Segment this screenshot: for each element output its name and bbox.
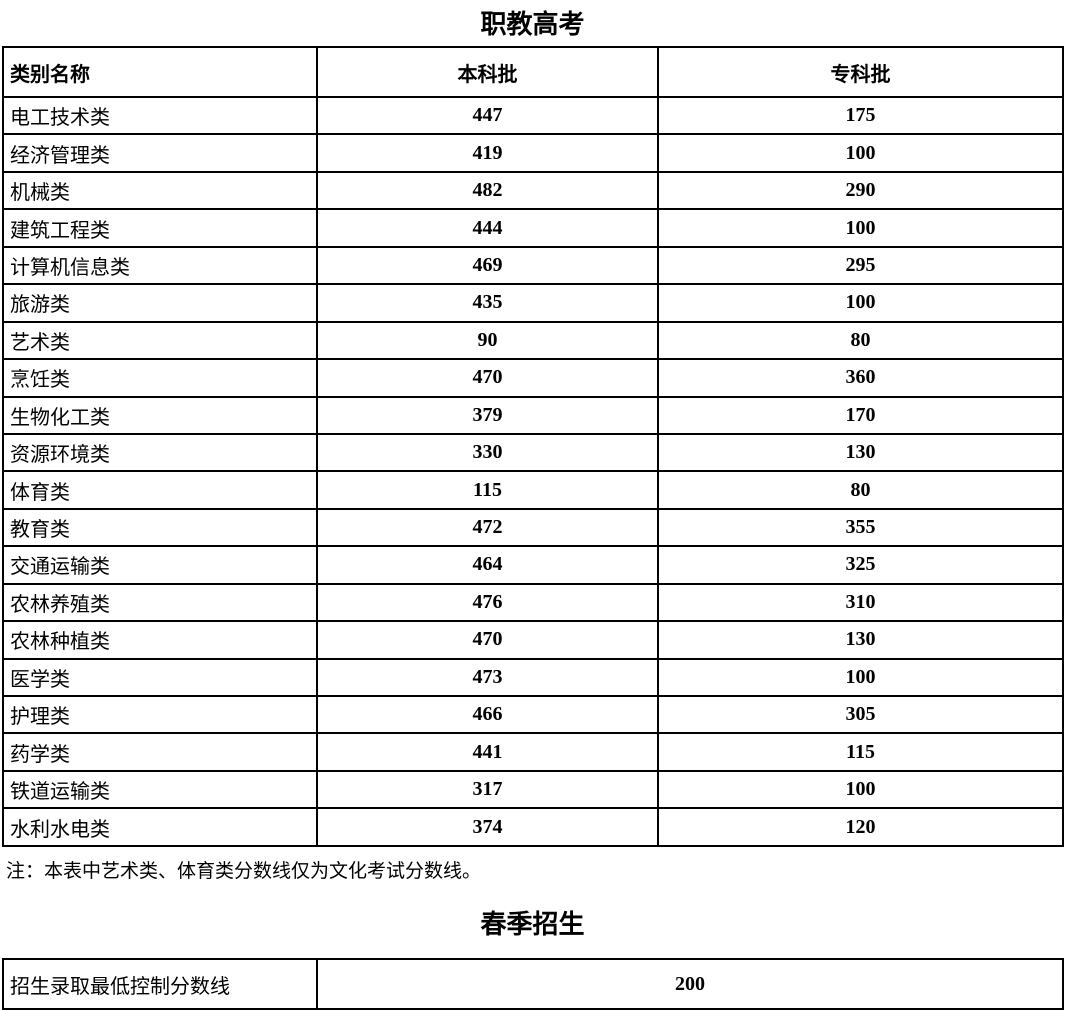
undergraduate-score-cell: 435 xyxy=(316,283,659,323)
table-row: 资源环境类 330 130 xyxy=(2,432,1064,473)
table-note: 注：本表中艺术类、体育类分数线仅为文化考试分数线。 xyxy=(6,861,482,882)
category-cell: 农林养殖类 xyxy=(2,582,318,623)
junior-college-score-cell: 305 xyxy=(657,694,1064,735)
category-cell: 铁道运输类 xyxy=(2,769,318,810)
junior-college-score-cell: 115 xyxy=(657,732,1064,772)
undergraduate-score-cell: 470 xyxy=(316,358,659,398)
undergraduate-score-cell: 374 xyxy=(316,807,659,847)
category-cell: 教育类 xyxy=(2,507,318,548)
junior-college-score-cell: 100 xyxy=(657,657,1064,698)
table-row: 招生录取最低控制分数线 200 xyxy=(2,958,1064,1010)
junior-college-score-cell: 310 xyxy=(657,582,1064,623)
category-cell: 机械类 xyxy=(2,170,318,211)
undergraduate-score-cell: 330 xyxy=(316,432,659,473)
table-row: 计算机信息类 469 295 xyxy=(2,245,1064,286)
undergraduate-score-cell: 419 xyxy=(316,133,659,173)
table-row: 烹饪类 470 360 xyxy=(2,358,1064,398)
undergraduate-score-cell: 476 xyxy=(316,582,659,623)
junior-college-score-cell: 360 xyxy=(657,358,1064,398)
category-cell: 旅游类 xyxy=(2,283,318,323)
category-cell: 计算机信息类 xyxy=(2,245,318,286)
category-cell: 农林种植类 xyxy=(2,620,318,660)
spring-value: 200 xyxy=(316,958,1064,1010)
junior-college-score-cell: 80 xyxy=(657,470,1064,510)
undergraduate-score-cell: 466 xyxy=(316,694,659,735)
category-cell: 医学类 xyxy=(2,657,318,698)
header-category: 类别名称 xyxy=(2,46,318,98)
undergraduate-score-cell: 441 xyxy=(316,732,659,772)
undergraduate-score-cell: 90 xyxy=(316,320,659,361)
spring-label: 招生录取最低控制分数线 xyxy=(2,958,318,1010)
table-row: 护理类 466 305 xyxy=(2,694,1064,735)
category-cell: 生物化工类 xyxy=(2,395,318,435)
junior-college-score-cell: 290 xyxy=(657,170,1064,211)
junior-college-score-cell: 120 xyxy=(657,807,1064,847)
junior-college-score-cell: 175 xyxy=(657,95,1064,136)
table-header-row: 类别名称 本科批 专科批 xyxy=(2,46,1064,98)
table-row: 水利水电类 374 120 xyxy=(2,807,1064,847)
category-cell: 资源环境类 xyxy=(2,432,318,473)
junior-college-score-cell: 100 xyxy=(657,208,1064,248)
table-row: 机械类 482 290 xyxy=(2,170,1064,211)
undergraduate-score-cell: 482 xyxy=(316,170,659,211)
junior-college-score-cell: 130 xyxy=(657,620,1064,660)
table-row: 建筑工程类 444 100 xyxy=(2,208,1064,248)
category-cell: 经济管理类 xyxy=(2,133,318,173)
junior-college-score-cell: 355 xyxy=(657,507,1064,548)
junior-college-score-cell: 130 xyxy=(657,432,1064,473)
undergraduate-score-cell: 472 xyxy=(316,507,659,548)
table-row: 教育类 472 355 xyxy=(2,507,1064,548)
table-row: 药学类 441 115 xyxy=(2,732,1064,772)
undergraduate-score-cell: 379 xyxy=(316,395,659,435)
category-cell: 建筑工程类 xyxy=(2,208,318,248)
undergraduate-score-cell: 464 xyxy=(316,545,659,585)
header-undergraduate: 本科批 xyxy=(316,46,659,98)
category-cell: 护理类 xyxy=(2,694,318,735)
table-row: 艺术类 90 80 xyxy=(2,320,1064,361)
undergraduate-score-cell: 444 xyxy=(316,208,659,248)
category-cell: 艺术类 xyxy=(2,320,318,361)
category-cell: 电工技术类 xyxy=(2,95,318,136)
table-row: 体育类 115 80 xyxy=(2,470,1064,510)
undergraduate-score-cell: 473 xyxy=(316,657,659,698)
header-junior-college: 专科批 xyxy=(657,46,1064,98)
table-row: 医学类 473 100 xyxy=(2,657,1064,698)
spring-score-table: 招生录取最低控制分数线 200 xyxy=(2,958,1064,1010)
junior-college-score-cell: 325 xyxy=(657,545,1064,585)
junior-college-score-cell: 295 xyxy=(657,245,1064,286)
table-row: 旅游类 435 100 xyxy=(2,283,1064,323)
table-row: 农林养殖类 476 310 xyxy=(2,582,1064,623)
undergraduate-score-cell: 115 xyxy=(316,470,659,510)
category-cell: 交通运输类 xyxy=(2,545,318,585)
vocational-score-table: 类别名称 本科批 专科批 电工技术类 447 175 经济管理类 419 100 机械类 48… xyxy=(2,46,1064,847)
category-cell: 药学类 xyxy=(2,732,318,772)
junior-college-score-cell: 80 xyxy=(657,320,1064,361)
undergraduate-score-cell: 469 xyxy=(316,245,659,286)
undergraduate-score-cell: 470 xyxy=(316,620,659,660)
table-row: 电工技术类 447 175 xyxy=(2,95,1064,136)
undergraduate-score-cell: 317 xyxy=(316,769,659,810)
table-row: 铁道运输类 317 100 xyxy=(2,769,1064,810)
page-title-vocational: 职教高考 xyxy=(480,10,585,39)
category-cell: 烹饪类 xyxy=(2,358,318,398)
table-row: 经济管理类 419 100 xyxy=(2,133,1064,173)
undergraduate-score-cell: 447 xyxy=(316,95,659,136)
page-title-spring: 春季招生 xyxy=(480,910,585,939)
category-cell: 水利水电类 xyxy=(2,807,318,847)
table-row: 农林种植类 470 130 xyxy=(2,620,1064,660)
table-row: 生物化工类 379 170 xyxy=(2,395,1064,435)
junior-college-score-cell: 100 xyxy=(657,283,1064,323)
category-cell: 体育类 xyxy=(2,470,318,510)
junior-college-score-cell: 170 xyxy=(657,395,1064,435)
table-row: 交通运输类 464 325 xyxy=(2,545,1064,585)
junior-college-score-cell: 100 xyxy=(657,133,1064,173)
junior-college-score-cell: 100 xyxy=(657,769,1064,810)
